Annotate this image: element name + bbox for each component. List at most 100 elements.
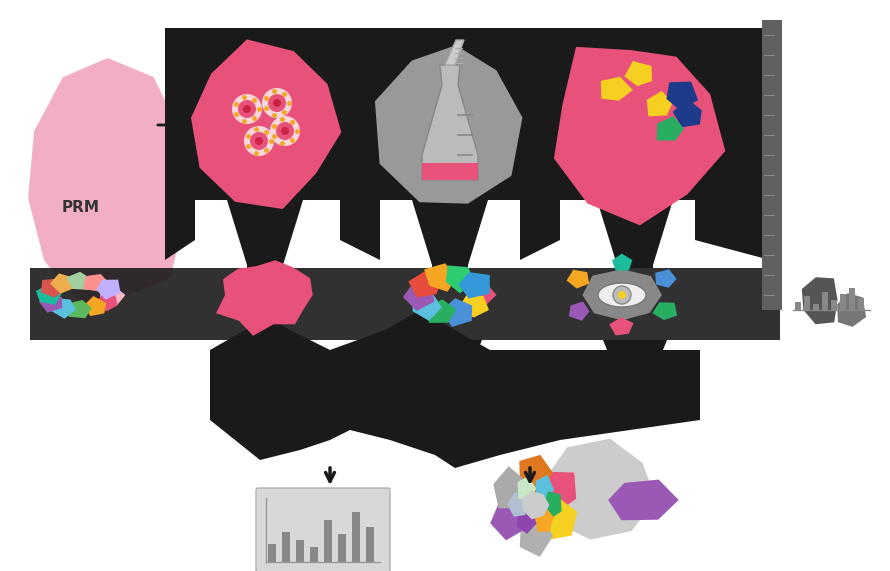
Polygon shape (36, 284, 62, 305)
Polygon shape (84, 296, 106, 316)
Bar (813, 304, 819, 310)
Polygon shape (673, 99, 701, 127)
Bar (840, 294, 846, 310)
Circle shape (281, 127, 289, 135)
Circle shape (238, 100, 256, 118)
Polygon shape (490, 499, 524, 540)
Polygon shape (66, 272, 91, 290)
Polygon shape (39, 293, 62, 312)
Bar (324, 520, 332, 562)
Polygon shape (608, 480, 679, 520)
Polygon shape (247, 265, 283, 268)
Polygon shape (612, 254, 632, 271)
Polygon shape (667, 82, 698, 111)
Polygon shape (569, 301, 589, 321)
Circle shape (276, 122, 294, 140)
Polygon shape (83, 274, 109, 291)
Bar (296, 540, 304, 562)
Bar (795, 302, 801, 310)
Polygon shape (617, 265, 653, 268)
Polygon shape (465, 282, 497, 307)
Polygon shape (802, 277, 837, 324)
Polygon shape (604, 119, 635, 142)
Polygon shape (542, 491, 562, 518)
Polygon shape (412, 200, 488, 265)
Circle shape (232, 94, 262, 124)
Polygon shape (51, 298, 76, 319)
Polygon shape (403, 283, 434, 311)
Polygon shape (603, 340, 667, 380)
Polygon shape (409, 272, 442, 297)
Polygon shape (493, 467, 528, 508)
Polygon shape (422, 163, 478, 180)
Polygon shape (457, 296, 489, 317)
Polygon shape (227, 200, 303, 265)
Bar (831, 300, 837, 310)
Circle shape (262, 88, 292, 118)
Polygon shape (536, 475, 554, 503)
Polygon shape (635, 131, 663, 158)
Ellipse shape (598, 283, 646, 307)
Polygon shape (517, 476, 537, 502)
Polygon shape (582, 270, 662, 320)
Polygon shape (516, 508, 537, 534)
Bar (268, 544, 276, 562)
Polygon shape (100, 287, 125, 306)
Polygon shape (544, 439, 656, 540)
Circle shape (273, 99, 281, 107)
Circle shape (268, 94, 286, 112)
Polygon shape (519, 455, 554, 497)
Circle shape (255, 137, 263, 145)
Polygon shape (210, 310, 700, 468)
Polygon shape (624, 61, 652, 86)
Polygon shape (542, 472, 576, 512)
Polygon shape (534, 506, 554, 532)
Bar (366, 527, 374, 562)
Bar (282, 532, 290, 562)
Polygon shape (68, 300, 92, 318)
Polygon shape (165, 30, 770, 260)
Bar (310, 547, 318, 562)
Polygon shape (610, 317, 634, 335)
Polygon shape (446, 266, 474, 293)
Polygon shape (458, 272, 490, 299)
Polygon shape (422, 65, 478, 180)
Polygon shape (28, 58, 187, 303)
Polygon shape (522, 491, 549, 519)
Polygon shape (554, 47, 725, 226)
Polygon shape (413, 293, 441, 321)
Circle shape (243, 105, 251, 113)
Polygon shape (652, 302, 677, 320)
Polygon shape (657, 116, 684, 140)
Polygon shape (445, 40, 464, 65)
FancyBboxPatch shape (256, 488, 390, 571)
Bar (804, 296, 810, 310)
Circle shape (613, 286, 631, 304)
Polygon shape (544, 498, 578, 540)
Polygon shape (216, 260, 312, 336)
Polygon shape (432, 265, 468, 268)
Polygon shape (30, 268, 780, 340)
Polygon shape (647, 91, 673, 116)
Bar (352, 512, 360, 562)
Polygon shape (41, 279, 67, 297)
Polygon shape (601, 77, 633, 100)
Polygon shape (50, 274, 75, 293)
Polygon shape (165, 28, 770, 200)
Bar (849, 288, 855, 310)
Circle shape (250, 132, 268, 150)
Polygon shape (425, 263, 457, 292)
Circle shape (618, 291, 626, 299)
Polygon shape (96, 280, 120, 300)
Polygon shape (597, 200, 673, 265)
Polygon shape (441, 298, 472, 327)
Polygon shape (507, 492, 526, 517)
Polygon shape (520, 514, 553, 557)
Polygon shape (427, 299, 457, 323)
Polygon shape (655, 270, 676, 288)
Circle shape (244, 126, 274, 156)
Polygon shape (191, 39, 341, 209)
Polygon shape (233, 340, 297, 380)
Polygon shape (375, 45, 522, 204)
Text: PRM: PRM (62, 200, 100, 215)
